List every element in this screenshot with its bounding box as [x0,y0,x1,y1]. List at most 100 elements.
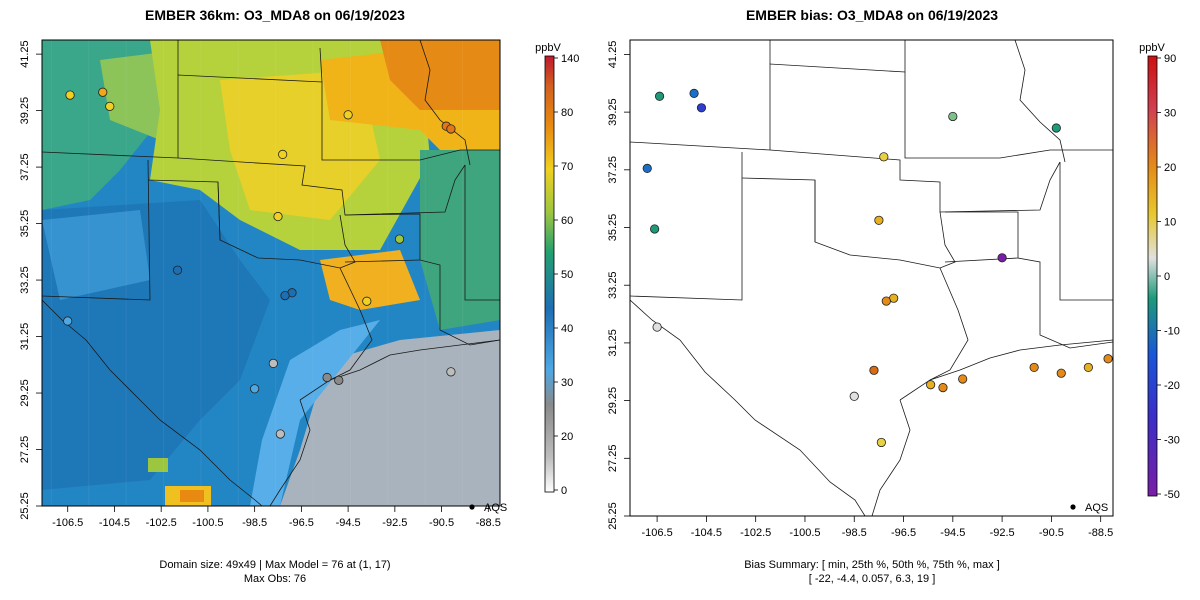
x-tick-label: -96.5 [891,527,916,539]
y-tick-label: 25.25 [607,502,619,530]
colorbar-tick-label: 20 [561,431,573,443]
station-point [1029,362,1039,373]
x-tick-label: -106.5 [642,527,673,539]
y-tick-label: 29.25 [607,387,619,415]
bias-chart-title: EMBER bias: O3_MDA8 on 06/19/2023 [746,7,998,23]
colorbar-tick-label: -50 [1164,489,1180,501]
model-colorbar-ticks: 140 80 70 60 50 40 30 20 0 [554,53,579,497]
y-tick-label: 39.25 [19,97,31,125]
station-point [1103,354,1113,364]
x-tick-label: -88.5 [1088,527,1113,539]
colorbar-tick-label: 30 [1164,108,1176,120]
station-point [652,322,662,332]
station-point [446,124,456,134]
y-tick-label: 27.25 [19,436,31,464]
x-tick-label: -94.5 [336,517,361,529]
y-tick-label: 37.25 [607,156,619,184]
colorbar-tick-label: 70 [561,161,573,173]
station-point [650,224,660,234]
y-tick-label: 39.25 [607,98,619,126]
model-heatmap [42,40,500,506]
bias-aqs-label: AQS [1085,502,1108,514]
station-point [869,365,879,375]
model-chart-title: EMBER 36km: O3_MDA8 on 06/19/2023 [145,7,405,23]
model-map-frame [41,39,501,507]
station-point [696,103,707,113]
heatmap-nm-region [42,210,150,300]
station-point [689,88,699,98]
x-tick-label: -106.5 [52,517,83,529]
colorbar-tick-label: 60 [561,215,573,227]
bias-x-axis: -106.5 -104.5 -102.5 -100.5 -98.5 -96.5 -94.5 -… [642,516,1113,539]
station-point [881,296,891,306]
bias-point-layer [642,88,1113,448]
bias-colorbar-ticks: 90 30 20 10 0 -10 -20 -30 -50 [1157,53,1180,501]
x-tick-label: -92.5 [382,517,407,529]
x-tick-label: -88.5 [476,517,501,529]
colorbar-tick-label: 90 [1164,53,1176,65]
station-point [1051,123,1061,133]
colorbar-tick-label: 80 [561,107,573,119]
x-tick-label: -98.5 [842,527,867,539]
heatmap-illinois-region [380,40,500,110]
model-state-borders [42,40,500,506]
heatmap-arkla-region [320,250,420,310]
station-point [362,296,372,306]
station-point [273,211,283,222]
station-point [654,91,665,101]
bias-map-frame [629,39,1114,517]
bias-footer-line-1: Bias Summary: [ min, 25th %, 50th %, 75t… [744,559,1000,571]
model-y-axis: 25.25 27.25 29.25 31.25 33.25 35.25 37.25 39.25… [19,40,42,520]
station-point [268,358,278,368]
bias-map-background [630,40,1113,516]
colorbar-tick-label: 40 [561,323,573,335]
bias-state-borders [630,40,1113,516]
bias-aqs-marker [1070,504,1076,510]
station-point [275,429,285,439]
bias-panel: EMBER bias: O3_MDA8 on 06/19/2023 [607,7,1180,585]
colorbar-tick-label: 30 [561,377,573,389]
station-point [278,149,288,159]
model-footer-line-1: Domain size: 49x49 | Max Model = 76 at (… [159,559,390,571]
station-point [250,384,260,394]
y-tick-label: 31.25 [607,329,619,357]
colorbar-tick-label: 10 [1164,217,1176,229]
x-tick-label: -102.5 [740,527,771,539]
colorbar-tick-label: -10 [1164,326,1180,338]
station-point [65,90,75,100]
station-point [926,380,936,390]
station-point [1056,368,1066,378]
station-point [343,110,353,120]
station-point [63,316,73,326]
station-point [1083,362,1093,373]
model-x-axis: -106.5 -104.5 -102.5 -100.5 -98.5 -96.5 -94.5 -… [52,506,501,529]
heatmap-cell-grid [50,40,464,506]
bias-colorbar-unit: ppbV [1139,42,1165,54]
model-panel: EMBER 36km: O3_MDA8 on 06/19/2023 [19,7,579,585]
model-aqs-marker [469,504,475,510]
x-tick-label: -94.5 [940,527,965,539]
station-point [334,375,344,385]
x-tick-label: -92.5 [990,527,1015,539]
colorbar-tick-label: -20 [1164,380,1180,392]
y-tick-label: 35.25 [607,214,619,242]
station-point [172,265,183,275]
y-tick-label: 41.25 [607,41,619,69]
station-point [948,111,958,122]
x-tick-label: -90.5 [1039,527,1064,539]
obs-point-layer [63,87,456,439]
station-point [446,367,456,377]
station-point [876,437,886,448]
station-point [874,215,884,225]
model-footer-line-2: Max Obs: 76 [244,573,306,585]
station-point [98,87,108,97]
bias-y-axis: 25.25 27.25 29.25 31.25 33.25 35.25 37.25 39.25… [607,41,630,530]
colorbar-tick-label: 50 [561,269,573,281]
x-tick-label: -96.5 [289,517,314,529]
colorbar-tick-label: 0 [1164,271,1170,283]
heatmap-coastal-region [250,320,380,506]
x-tick-label: -104.5 [99,517,130,529]
y-tick-label: 37.25 [19,153,31,181]
colorbar-tick-label: 140 [561,53,579,65]
